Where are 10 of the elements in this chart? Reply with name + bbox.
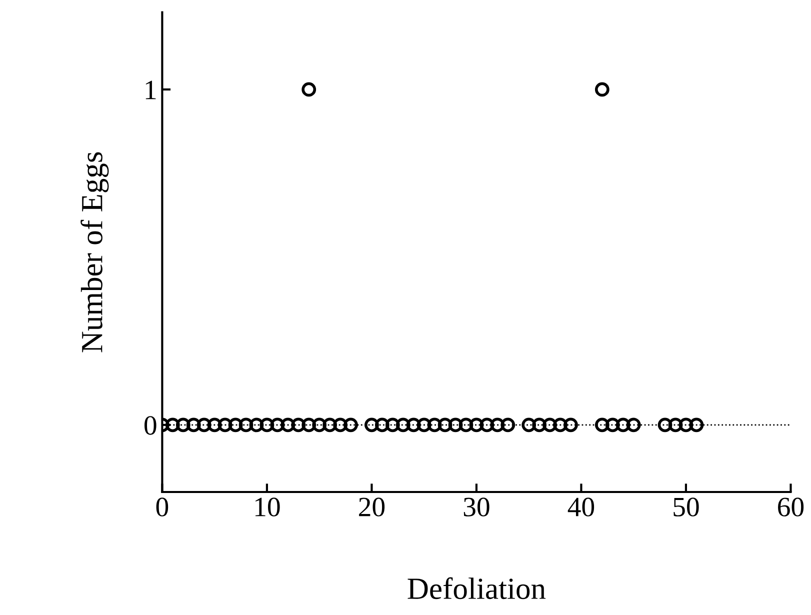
x-axis-title: Defoliation xyxy=(408,577,546,600)
y-axis-title: Number of Eggs xyxy=(80,152,109,352)
x-tick-label: 30 xyxy=(464,498,490,516)
x-tick-label: 40 xyxy=(568,498,594,516)
y-tick-label: 1 xyxy=(146,80,156,100)
x-tick-label: 10 xyxy=(256,498,280,516)
x-tick-label: 60 xyxy=(778,498,804,516)
x-tick-label: 0 xyxy=(156,498,168,516)
x-tick-label: 50 xyxy=(674,498,699,516)
x-tick-label: 20 xyxy=(359,498,385,516)
